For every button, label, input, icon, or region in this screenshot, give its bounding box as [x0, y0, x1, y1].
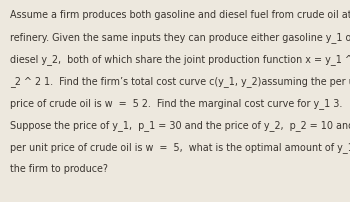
- Text: _2 ^ 2 1.  Find the firm’s total cost curve c(y_1, y_2)assuming the per unit: _2 ^ 2 1. Find the firm’s total cost cur…: [10, 76, 350, 87]
- Text: price of crude oil is w  =  5 2.  Find the marginal cost curve for y_1 3.: price of crude oil is w = 5 2. Find the …: [10, 98, 342, 109]
- Text: Suppose the price of y_1,  p_1 = 30 and the price of y_2,  p_2 = 10 and the: Suppose the price of y_1, p_1 = 30 and t…: [10, 120, 350, 131]
- Text: the firm to produce?: the firm to produce?: [10, 164, 108, 174]
- Text: per unit price of crude oil is w  =  5,  what is the optimal amount of y_1for: per unit price of crude oil is w = 5, wh…: [10, 142, 350, 153]
- Text: Assume a firm produces both gasoline and diesel fuel from crude oil at their: Assume a firm produces both gasoline and…: [10, 10, 350, 20]
- Text: refinery. Given the same inputs they can produce either gasoline y_1 or: refinery. Given the same inputs they can…: [10, 32, 350, 43]
- Text: diesel y_2,  both of which share the joint production function x = y_1 ^ 2 y: diesel y_2, both of which share the join…: [10, 54, 350, 65]
